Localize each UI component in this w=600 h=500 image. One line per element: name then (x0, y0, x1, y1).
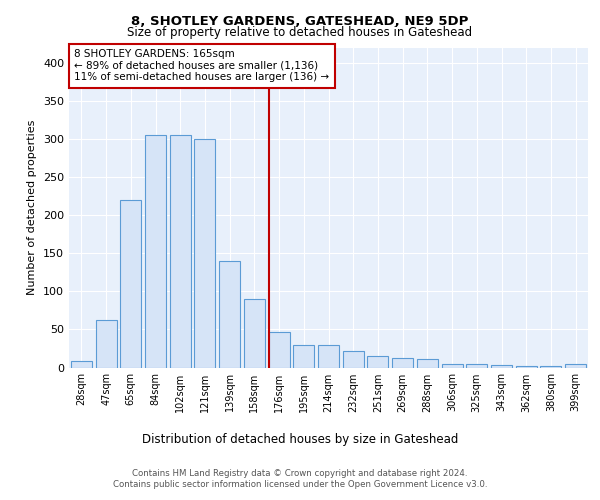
Text: 8 SHOTLEY GARDENS: 165sqm
← 89% of detached houses are smaller (1,136)
11% of se: 8 SHOTLEY GARDENS: 165sqm ← 89% of detac… (74, 49, 329, 82)
Bar (565, 364, 586, 368)
Bar (491, 365, 512, 368)
Bar (343, 350, 364, 368)
Text: 8, SHOTLEY GARDENS, GATESHEAD, NE9 5DP: 8, SHOTLEY GARDENS, GATESHEAD, NE9 5DP (131, 15, 469, 28)
Bar (367, 356, 388, 368)
Bar (516, 366, 537, 368)
Bar (145, 135, 166, 368)
Text: Distribution of detached houses by size in Gateshead: Distribution of detached houses by size … (142, 432, 458, 446)
Bar (541, 366, 562, 368)
Bar (95, 320, 116, 368)
Text: Size of property relative to detached houses in Gateshead: Size of property relative to detached ho… (127, 26, 473, 39)
Bar (244, 299, 265, 368)
Y-axis label: Number of detached properties: Number of detached properties (28, 120, 37, 295)
Bar (219, 261, 240, 368)
Text: Contains public sector information licensed under the Open Government Licence v3: Contains public sector information licen… (113, 480, 487, 489)
Bar (194, 139, 215, 368)
Bar (71, 362, 92, 368)
Bar (170, 135, 191, 368)
Bar (442, 364, 463, 368)
Bar (417, 359, 438, 368)
Bar (466, 364, 487, 368)
Bar (120, 200, 141, 368)
Text: Contains HM Land Registry data © Crown copyright and database right 2024.: Contains HM Land Registry data © Crown c… (132, 469, 468, 478)
Bar (269, 332, 290, 368)
Bar (318, 344, 339, 368)
Bar (392, 358, 413, 368)
Bar (293, 344, 314, 368)
